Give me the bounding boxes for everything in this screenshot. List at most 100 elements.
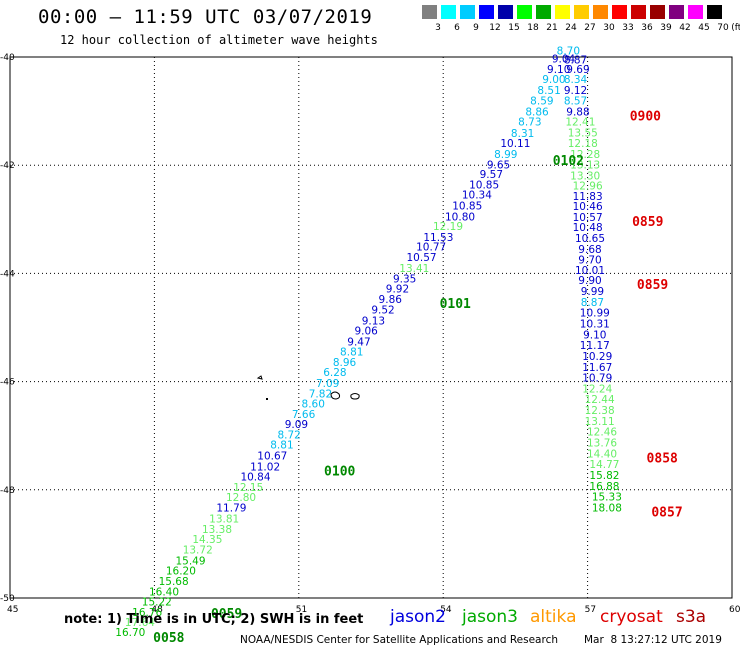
- legend-s3a: s3a: [676, 607, 707, 627]
- y-tick-label: -48: [0, 486, 15, 496]
- wave-height-values: 8.709.049.109.008.518.598.868.738.3110.1…: [115, 45, 622, 639]
- pass-time-label: 0858: [647, 451, 678, 466]
- wave-height-value: 14.35: [192, 534, 222, 546]
- wave-height-value: 9.06: [354, 326, 378, 338]
- island-outline: [350, 393, 360, 400]
- wave-height-value: 10.31: [580, 319, 610, 331]
- wave-height-value: 10.46: [573, 201, 603, 213]
- page-subtitle: 12 hour collection of altimeter wave hei…: [60, 33, 378, 47]
- pass-time-label: 0859: [637, 278, 668, 293]
- scale-label: 70: [717, 23, 729, 33]
- scale-label: 27: [584, 23, 596, 33]
- wave-height-value: 11.83: [573, 191, 603, 203]
- wave-height-value: 10.77: [416, 242, 446, 254]
- scale-label: 6: [454, 23, 460, 33]
- y-tick-label: -40: [0, 53, 15, 63]
- wave-height-value: 11.79: [216, 502, 246, 514]
- y-tick-label: -42: [0, 161, 15, 171]
- wave-height-value: 16.76: [132, 607, 162, 619]
- wave-height-value: 9.57: [480, 169, 503, 181]
- wave-height-value: 13.81: [209, 513, 239, 525]
- scale-label: 45: [698, 23, 710, 33]
- wave-height-value: 9.69: [566, 64, 589, 76]
- island-dot: [266, 398, 268, 400]
- scale-swatch: [555, 5, 570, 19]
- wave-height-value: 8.59: [530, 96, 553, 108]
- wave-height-value: 10.84: [240, 472, 270, 484]
- wave-height-value: 9.47: [347, 336, 370, 348]
- wave-height-value: 9.10: [583, 329, 606, 341]
- page-title: 00:00 – 11:59 UTC 03/07/2019: [38, 6, 373, 28]
- wave-height-value: 10.48: [573, 222, 603, 234]
- wave-height-value: 14.40: [587, 448, 617, 460]
- y-tick-label: -44: [0, 269, 15, 279]
- wave-height-value: 15.33: [592, 492, 622, 504]
- wave-height-value: 9.04: [552, 53, 576, 65]
- scale-swatch: [536, 5, 551, 19]
- scale-swatch: [707, 5, 722, 19]
- pass-time-label: 0900: [630, 109, 661, 124]
- scale-label: 12: [489, 23, 501, 33]
- wave-height-value: 8.70: [557, 45, 580, 57]
- wave-height-value: 12.38: [585, 405, 615, 417]
- wave-height-value: 9.09: [285, 419, 308, 431]
- wave-height-value: 8.72: [277, 429, 300, 441]
- wave-height-value: 9.86: [379, 294, 403, 306]
- pass-time-label: 0058: [153, 631, 184, 646]
- x-tick-label: 51: [296, 605, 307, 615]
- pass-time-label: 0857: [651, 505, 682, 520]
- x-tick-label: 60: [729, 605, 740, 615]
- island-outline: [256, 375, 263, 380]
- wave-height-value: 11.02: [250, 461, 280, 473]
- wave-height-value: 13.76: [587, 438, 617, 450]
- wave-height-value: 8.86: [525, 106, 549, 118]
- wave-height-value: 15.82: [589, 470, 619, 482]
- pass-time-label: 0059: [211, 607, 242, 622]
- wave-height-value: 9.92: [386, 283, 409, 295]
- scale-swatch: [574, 5, 589, 19]
- scale-label: 9: [473, 23, 479, 33]
- wave-height-value: 7.09: [316, 378, 339, 390]
- wave-height-value: 16.40: [149, 586, 179, 598]
- wave-height-value: 8.96: [333, 357, 357, 369]
- scale-unit: (ft): [731, 23, 740, 33]
- wave-height-value: 10.80: [445, 211, 475, 223]
- wave-height-value: 9.12: [564, 85, 587, 97]
- wave-height-value: 12.46: [587, 427, 617, 439]
- wave-height-value: 9.88: [566, 106, 589, 118]
- wave-height-value: 10.67: [257, 451, 287, 463]
- legend-cryosat: cryosat: [600, 607, 663, 627]
- pass-time-label: 0859: [632, 215, 663, 230]
- wave-height-value: 12.96: [573, 181, 603, 193]
- scale-swatch: [631, 5, 646, 19]
- wave-height-value: 8.51: [537, 85, 560, 97]
- scale-swatch: [460, 5, 475, 19]
- wave-height-value: 13.72: [183, 545, 213, 557]
- wave-height-value: 10.79: [582, 373, 612, 385]
- scale-label: 36: [641, 23, 653, 33]
- wave-height-value: 11.67: [582, 362, 612, 374]
- scale-swatch: [593, 5, 608, 19]
- scale-swatch: [669, 5, 684, 19]
- wave-height-value: 16.88: [589, 481, 619, 493]
- wave-height-value: 10.85: [469, 179, 499, 191]
- wave-height-value: 8.73: [518, 117, 541, 129]
- wave-height-value: 17.64: [125, 617, 155, 629]
- wave-height-value: 12.18: [568, 138, 598, 150]
- wave-height-value: 8.60: [302, 399, 325, 411]
- wave-height-value: 9.00: [542, 74, 565, 86]
- wave-height-value: 12.24: [582, 383, 612, 395]
- pass-time-label: 0101: [440, 297, 471, 312]
- y-tick-label: -50: [0, 594, 15, 604]
- axis-ticks: 45 48 51 54 57 60 -40 -42 -44 -46 -48 -50: [0, 53, 740, 615]
- wave-height-value: 9.99: [581, 286, 604, 298]
- wave-height-value: 8.31: [511, 128, 534, 140]
- wave-height-value: 8.99: [494, 149, 517, 161]
- pass-time-labels: 0102 0101 0100 0059 0058 0900 0859 0859 0858 0857: [153, 109, 682, 646]
- wave-height-value: 9.35: [393, 274, 416, 286]
- scale-label: 42: [679, 23, 691, 33]
- scale-label: 15: [508, 23, 520, 33]
- wave-height-value: 10.99: [580, 308, 610, 320]
- wave-height-value: 9.68: [578, 244, 601, 256]
